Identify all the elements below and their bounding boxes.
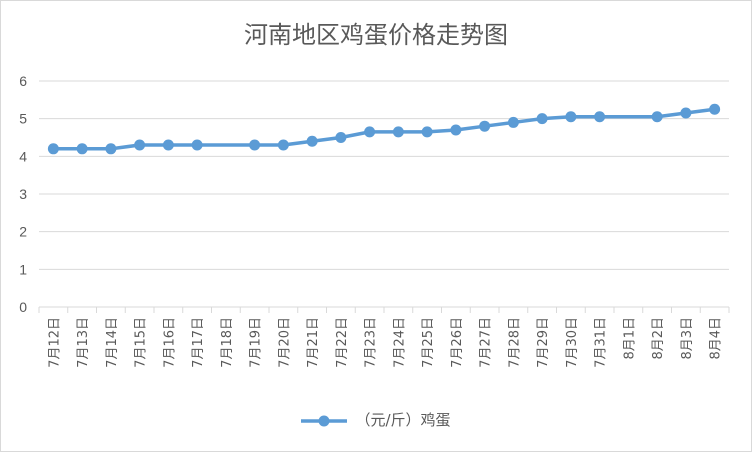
x-tick-label: 7月22日 xyxy=(335,317,350,368)
data-point xyxy=(335,132,347,143)
x-tick-label: 7月23日 xyxy=(364,317,379,368)
data-point xyxy=(134,139,146,151)
x-tick-label: 8月4日 xyxy=(709,317,724,360)
x-tick-label: 8月1日 xyxy=(622,317,637,360)
x-tick-label: 8月2日 xyxy=(651,317,666,360)
data-point xyxy=(76,143,88,155)
x-tick-label: 7月29日 xyxy=(536,317,551,368)
data-point xyxy=(507,116,519,128)
data-point xyxy=(536,113,548,125)
data-point xyxy=(162,139,174,151)
data-point xyxy=(105,143,117,155)
data-point xyxy=(594,111,606,123)
data-point xyxy=(191,139,203,151)
x-tick-label: 7月27日 xyxy=(479,317,494,368)
y-tick-label: 4 xyxy=(19,148,27,164)
data-point xyxy=(277,139,289,151)
data-point xyxy=(249,139,261,151)
x-tick-label: 7月12日 xyxy=(47,317,62,368)
x-tick-label: 7月16日 xyxy=(162,317,177,368)
series-line xyxy=(51,107,717,151)
x-tick-label: 7月24日 xyxy=(392,317,407,368)
x-tick-label: 7月21日 xyxy=(306,317,321,368)
data-point xyxy=(392,126,404,138)
x-tick-label: 7月19日 xyxy=(249,317,264,368)
data-point xyxy=(306,135,318,147)
x-tick-label: 7月28日 xyxy=(507,317,522,368)
y-tick-label: 6 xyxy=(19,73,27,89)
y-tick-label: 0 xyxy=(19,299,27,315)
x-tick-label: 7月18日 xyxy=(220,317,235,368)
data-point xyxy=(680,107,692,119)
y-tick-label: 2 xyxy=(19,224,27,240)
x-tick-label: 7月14日 xyxy=(105,317,120,368)
y-tick-label: 3 xyxy=(19,186,27,202)
y-tick-label: 1 xyxy=(19,261,27,277)
y-tick-label: 5 xyxy=(19,111,27,127)
legend-label: （元/斤）鸡蛋 xyxy=(355,411,451,429)
data-point xyxy=(651,111,663,123)
x-tick-label: 7月26日 xyxy=(450,317,465,368)
x-tick-label: 7月20日 xyxy=(277,317,292,368)
line-chart: 0 1 2 3 4 5 6 7月12日 7月13日 7月14日 7月15日 7月16日 7月17日 7月1… xyxy=(19,73,730,368)
data-point xyxy=(709,103,721,115)
data-point xyxy=(364,126,376,138)
data-point xyxy=(450,124,462,136)
x-tick-label: 8月3日 xyxy=(680,317,695,360)
x-tick-label: 7月17日 xyxy=(191,317,206,368)
x-tick-label: 7月30日 xyxy=(565,317,580,368)
legend-marker-icon xyxy=(301,415,348,426)
data-point xyxy=(47,143,59,155)
chart-title: 河南地区鸡蛋价格走势图 xyxy=(244,21,508,49)
x-tick-label: 7月15日 xyxy=(134,317,149,368)
data-point xyxy=(479,120,491,132)
legend: （元/斤）鸡蛋 xyxy=(1,409,751,430)
data-point xyxy=(421,126,433,138)
x-tick-label: 7月31日 xyxy=(594,317,609,368)
data-point xyxy=(565,111,577,123)
x-tick-label: 7月13日 xyxy=(76,317,91,368)
x-tick-label: 7月25日 xyxy=(421,317,436,368)
